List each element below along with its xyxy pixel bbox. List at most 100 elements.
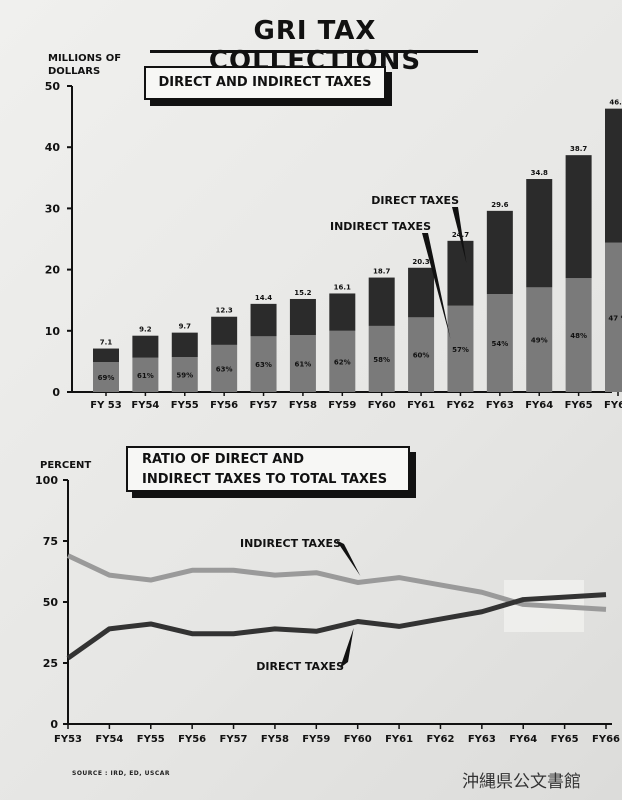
bar-category-label: FY57	[250, 400, 278, 411]
title-underline	[150, 50, 478, 53]
bar-category-label: FY58	[289, 400, 317, 411]
bar-indirect-segment	[250, 336, 277, 392]
bar-total-label: 7.1	[100, 339, 113, 347]
line-category-label: FY59	[302, 734, 330, 745]
line-category-label: FY53	[54, 734, 82, 745]
bar-category-label: FY61	[407, 400, 435, 411]
line-category-label: FY56	[178, 734, 206, 745]
line-y-tick-label: 50	[43, 596, 59, 609]
line-annotation-indirect: INDIRECT TAXES	[240, 537, 341, 550]
line-annotation-direct-pointer	[340, 627, 354, 668]
line-category-label: FY54	[95, 734, 123, 745]
bar-y-tick-label: 30	[45, 202, 61, 215]
line-category-label: FY61	[385, 734, 413, 745]
bar-category-label: FY56	[210, 400, 238, 411]
bar-percent-label: 62%	[334, 358, 351, 366]
bar-y-tick-label: 50	[45, 80, 61, 93]
bar-direct-segment	[565, 155, 592, 279]
bar-y-tick-label: 40	[45, 141, 61, 154]
bar-percent-label: 60%	[413, 352, 430, 360]
bar-percent-label: 54%	[491, 340, 508, 348]
line-category-label: FY57	[220, 734, 248, 745]
bar-direct-segment	[368, 277, 395, 326]
bar-indirect-segment	[486, 294, 513, 392]
bar-annotation-indirect-pointer	[422, 233, 451, 339]
source-note: SOURCE : IRD, ED, USCAR	[72, 770, 171, 777]
bar-percent-label: 61%	[137, 372, 154, 380]
bar-category-label: FY63	[486, 400, 514, 411]
line-category-label: FY60	[344, 734, 372, 745]
bar-indirect-segment	[329, 330, 356, 392]
bar-category-label: FY62	[446, 400, 474, 411]
bar-indirect-segment	[93, 362, 119, 392]
bar-total-label: 34.8	[531, 169, 548, 177]
bar-category-label: FY55	[171, 400, 199, 411]
line-chart-title-line-2: INDIRECT TAXES TO TOTAL TAXES	[142, 472, 388, 487]
bar-direct-segment	[171, 332, 198, 358]
line-category-label: FY58	[261, 734, 289, 745]
bar-total-label: 38.7	[570, 145, 587, 153]
bar-total-label: 29.6	[491, 201, 508, 209]
bar-category-label: FY54	[131, 400, 159, 411]
line-category-label: FY64	[509, 734, 537, 745]
bar-percent-label: 48%	[570, 332, 587, 340]
bar-category-label: FY65	[565, 400, 593, 411]
bar-indirect-segment	[526, 287, 553, 392]
bar-percent-label: 69%	[98, 374, 115, 382]
line-series-direct	[66, 592, 607, 661]
bar-category-label: FY64	[525, 400, 553, 411]
bar-category-label: FY66	[604, 400, 622, 411]
line-chart-title-line-1: RATIO OF DIRECT AND	[142, 452, 304, 467]
bar-category-label: FY59	[328, 400, 356, 411]
bar-annotation-indirect: INDIRECT TAXES	[330, 220, 431, 233]
bar-percent-label: 57%	[452, 346, 469, 354]
bar-percent-label: 47 %	[608, 314, 622, 322]
bar-direct-segment	[211, 316, 238, 345]
bar-direct-segment	[408, 267, 435, 318]
line-chart-y-axis-label: PERCENT	[40, 460, 92, 471]
bar-direct-segment	[486, 210, 513, 295]
bar-chart: 0 10 20 30 40 50 7.1 69% FY 53 9.2 61% FY54 9.7 59% FY…	[45, 80, 622, 411]
bar-category-label: FY60	[368, 400, 396, 411]
bar-total-label: 20.3	[412, 258, 429, 266]
bar-annotation-direct-pointer	[452, 207, 467, 264]
bar-direct-segment	[93, 348, 119, 363]
bar-chart-title: DIRECT AND INDIRECT TAXES	[144, 66, 386, 100]
bar-direct-segment	[132, 335, 159, 358]
line-category-label: FY62	[426, 734, 454, 745]
bar-y-tick-label: 0	[52, 386, 60, 399]
bar-y-tick-label: 20	[45, 264, 61, 277]
bar-y-tick-label: 10	[45, 325, 61, 338]
line-chart-title: RATIO OF DIRECT AND INDIRECT TAXES TO TO…	[126, 446, 410, 492]
line-category-label: FY66	[592, 734, 620, 745]
bar-indirect-segment	[132, 357, 159, 392]
bar-direct-segment	[250, 303, 277, 337]
line-category-label: FY55	[137, 734, 165, 745]
bar-direct-segment	[526, 179, 553, 288]
bar-percent-label: 58%	[373, 356, 390, 364]
bar-indirect-segment	[368, 325, 395, 392]
bar-total-label: 14.4	[255, 294, 272, 302]
bar-percent-label: 63%	[216, 365, 233, 373]
bar-percent-label: 59%	[176, 372, 193, 380]
line-y-tick-label: 75	[43, 535, 58, 548]
line-category-label: FY65	[551, 734, 579, 745]
bar-indirect-segment	[565, 278, 592, 392]
bar-total-label: 9.2	[139, 326, 152, 334]
bar-total-label: 18.7	[373, 268, 390, 276]
archive-watermark: 沖縄県公文書館	[462, 772, 581, 792]
bar-direct-segment	[605, 108, 622, 243]
bar-direct-segment	[447, 240, 474, 306]
bar-annotation-direct: DIRECT TAXES	[371, 194, 459, 207]
line-annotation-indirect-pointer	[336, 540, 361, 577]
bar-direct-segment	[329, 293, 356, 331]
bar-indirect-segment	[289, 335, 316, 392]
bar-indirect-segment	[171, 357, 198, 392]
bar-indirect-segment	[408, 317, 435, 392]
bar-indirect-segment	[605, 242, 622, 392]
line-annotation-direct: DIRECT TAXES	[256, 660, 344, 673]
bar-percent-label: 63%	[255, 361, 272, 369]
bar-percent-label: 61%	[295, 361, 312, 369]
